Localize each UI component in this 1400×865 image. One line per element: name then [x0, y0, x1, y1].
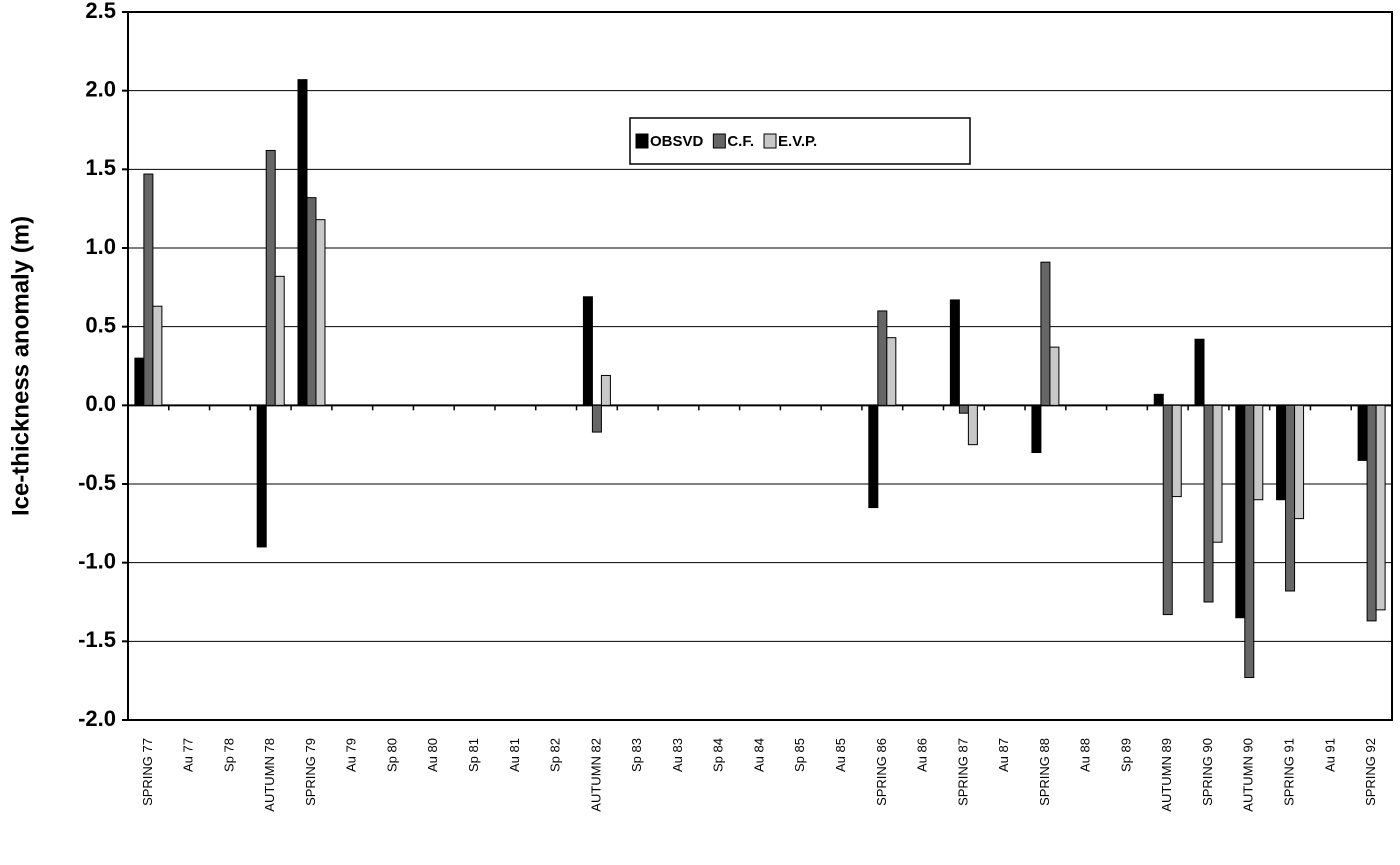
- bar: [1235, 404, 1246, 619]
- bar: [582, 296, 593, 406]
- x-tick-label: SPRING 86: [874, 738, 889, 806]
- x-tick-label: Sp 82: [548, 738, 563, 772]
- legend-label: OBSVD: [650, 133, 704, 150]
- bar: [1203, 404, 1214, 603]
- y-tick-label: 2.5: [85, 0, 116, 23]
- x-tick-label: AUTUMN 89: [1159, 738, 1174, 812]
- bar: [256, 404, 267, 548]
- bar: [600, 374, 611, 406]
- y-tick-label: -2.0: [78, 706, 116, 731]
- legend: [629, 117, 971, 165]
- legend-swatch: [763, 133, 777, 149]
- y-tick-label: -1.0: [78, 548, 116, 573]
- y-tick-label: 0.5: [85, 312, 116, 337]
- bar: [1294, 404, 1305, 520]
- x-tick-label: Au 81: [507, 738, 522, 772]
- bar: [297, 79, 308, 406]
- x-tick-label: Sp 83: [629, 738, 644, 772]
- bar: [1244, 404, 1255, 679]
- x-tick-label: SPRING 79: [303, 738, 318, 806]
- x-tick-label: SPRING 91: [1282, 738, 1297, 806]
- bar: [1357, 404, 1368, 461]
- x-tick-label: SPRING 88: [1037, 738, 1052, 806]
- x-tick-label: Au 77: [181, 738, 196, 772]
- x-tick-label: Au 85: [833, 738, 848, 772]
- legend-label: E.V.P.: [778, 133, 817, 150]
- x-tick-label: SPRING 90: [1200, 738, 1215, 806]
- bar: [306, 197, 317, 406]
- bar: [1031, 404, 1042, 454]
- x-tick-label: Sp 81: [466, 738, 481, 772]
- x-tick-label: SPRING 92: [1363, 738, 1378, 806]
- bar: [967, 404, 978, 446]
- x-tick-label: SPRING 77: [140, 738, 155, 806]
- x-tick-label: Sp 78: [221, 738, 236, 772]
- bar: [1040, 261, 1051, 406]
- bar: [274, 275, 285, 406]
- x-tick-label: Sp 84: [711, 738, 726, 772]
- y-axis-title: Ice-thickness anomaly (m): [7, 216, 34, 516]
- bar: [1049, 346, 1060, 406]
- bar: [1253, 404, 1264, 501]
- bar: [265, 149, 276, 406]
- bar: [1162, 404, 1173, 616]
- x-tick-label: AUTUMN 82: [588, 738, 603, 812]
- x-tick-label: AUTUMN 78: [262, 738, 277, 812]
- x-tick-label: Au 87: [996, 738, 1011, 772]
- x-tick-label: Au 86: [915, 738, 930, 772]
- x-tick-label: Au 79: [344, 738, 359, 772]
- bar: [1276, 404, 1287, 501]
- bar: [877, 310, 888, 406]
- bar: [1212, 404, 1223, 543]
- x-tick-label: Au 88: [1078, 738, 1093, 772]
- bar: [591, 404, 602, 433]
- x-tick-label: AUTUMN 90: [1241, 738, 1256, 812]
- bar: [1285, 404, 1296, 592]
- bar: [949, 299, 960, 406]
- legend-label: C.F.: [727, 133, 754, 150]
- bar: [134, 357, 145, 406]
- bar: [958, 404, 969, 414]
- bar: [152, 305, 163, 406]
- x-tick-label: Au 84: [751, 738, 766, 772]
- y-tick-label: 2.0: [85, 76, 116, 101]
- x-tick-label: Au 83: [670, 738, 685, 772]
- legend-swatch: [712, 133, 726, 149]
- legend-swatch: [635, 133, 649, 149]
- x-tick-label: Sp 89: [1118, 738, 1133, 772]
- y-tick-label: 0.0: [85, 391, 116, 416]
- y-tick-label: 1.0: [85, 234, 116, 259]
- bar: [1153, 393, 1164, 406]
- bar: [1171, 404, 1182, 498]
- bar: [1194, 338, 1205, 406]
- x-tick-label: Sp 85: [792, 738, 807, 772]
- x-tick-label: Sp 80: [384, 738, 399, 772]
- y-tick-label: 1.5: [85, 155, 116, 180]
- y-tick-label: -1.5: [78, 627, 116, 652]
- bar: [868, 404, 879, 509]
- x-tick-label: SPRING 87: [955, 738, 970, 806]
- x-tick-label: Au 80: [425, 738, 440, 772]
- bar: [1366, 404, 1377, 622]
- x-tick-label: Au 91: [1322, 738, 1337, 772]
- bar: [143, 173, 154, 406]
- bar: [886, 337, 897, 406]
- bar: [1375, 404, 1386, 611]
- y-tick-label: -0.5: [78, 470, 116, 495]
- bar: [315, 219, 326, 406]
